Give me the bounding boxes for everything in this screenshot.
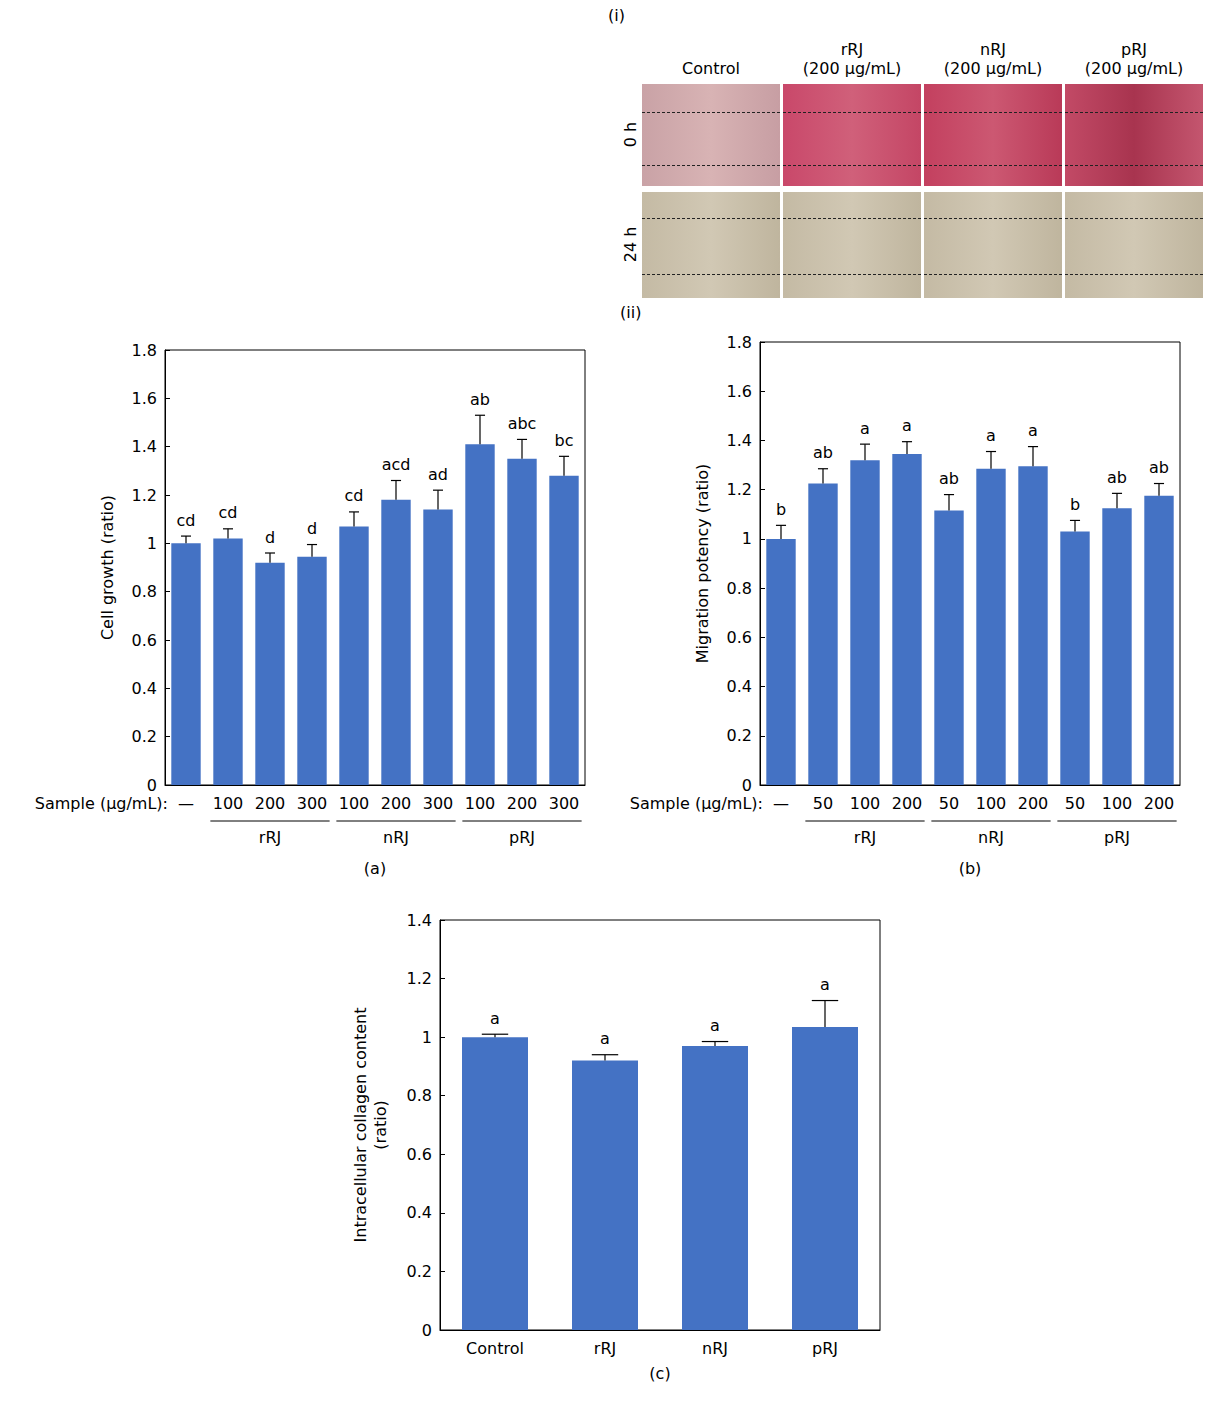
svg-text:(c): (c) [649, 1364, 670, 1383]
svg-text:bc: bc [555, 431, 574, 450]
svg-text:cd: cd [345, 486, 364, 505]
svg-text:pRJ: pRJ [509, 828, 535, 847]
svg-text:0.8: 0.8 [132, 582, 157, 601]
svg-text:50: 50 [939, 794, 959, 813]
svg-text:pRJ: pRJ [1104, 828, 1130, 847]
svg-text:0.2: 0.2 [132, 727, 157, 746]
svg-text:50: 50 [1065, 794, 1085, 813]
svg-text:a: a [600, 1029, 610, 1048]
svg-text:ab: ab [1107, 468, 1127, 487]
svg-text:(ii): (ii) [620, 303, 641, 322]
svg-text:a: a [902, 416, 912, 435]
svg-text:1: 1 [742, 529, 752, 548]
svg-text:b: b [1070, 495, 1080, 514]
svg-text:a: a [710, 1016, 720, 1035]
svg-text:a: a [860, 419, 870, 438]
svg-text:100: 100 [465, 794, 496, 813]
svg-text:a: a [1028, 421, 1038, 440]
svg-text:Cell growth (ratio): Cell growth (ratio) [98, 495, 117, 640]
svg-text:0.8: 0.8 [727, 579, 752, 598]
svg-text:100: 100 [850, 794, 881, 813]
svg-text:b: b [776, 500, 786, 519]
svg-text:100: 100 [976, 794, 1007, 813]
svg-text:Sample (μg/mL):: Sample (μg/mL): [630, 794, 763, 813]
svg-text:a: a [490, 1009, 500, 1028]
svg-text:300: 300 [423, 794, 454, 813]
svg-text:1.2: 1.2 [407, 969, 432, 988]
svg-text:0.4: 0.4 [132, 679, 157, 698]
html-text:rRJ (200 μg/mL): rRJ (200 μg/mL) [802, 40, 902, 78]
svg-text:300: 300 [549, 794, 580, 813]
svg-text:50: 50 [813, 794, 833, 813]
svg-text:0: 0 [422, 1321, 432, 1340]
svg-text:0.4: 0.4 [407, 1203, 432, 1222]
svg-text:—: — [773, 794, 789, 813]
svg-text:0.6: 0.6 [407, 1145, 432, 1164]
svg-text:200: 200 [892, 794, 923, 813]
svg-text:(ratio): (ratio) [371, 1100, 390, 1149]
svg-text:(b): (b) [959, 859, 982, 878]
svg-text:200: 200 [507, 794, 538, 813]
svg-text:0.4: 0.4 [727, 677, 752, 696]
svg-text:100: 100 [1102, 794, 1133, 813]
svg-text:d: d [307, 519, 317, 538]
html-text:0 h: 0 h [620, 121, 640, 148]
svg-text:a: a [986, 426, 996, 445]
svg-text:acd: acd [382, 455, 411, 474]
svg-text:rRJ: rRJ [854, 828, 876, 847]
html-text:(i): (i) [608, 6, 625, 25]
svg-text:nRJ: nRJ [383, 828, 409, 847]
svg-text:300: 300 [297, 794, 328, 813]
svg-text:0: 0 [742, 776, 752, 795]
html-text:pRJ (200 μg/mL): pRJ (200 μg/mL) [1084, 40, 1184, 78]
html-text:Control: Control [682, 59, 740, 78]
svg-text:1.4: 1.4 [407, 911, 432, 930]
svg-text:abc: abc [508, 414, 537, 433]
svg-text:100: 100 [213, 794, 244, 813]
svg-text:rRJ: rRJ [594, 1339, 616, 1358]
svg-text:1.2: 1.2 [727, 480, 752, 499]
svg-text:0.8: 0.8 [407, 1086, 432, 1105]
html-text:24 h: 24 h [620, 226, 640, 263]
svg-text:ab: ab [470, 390, 490, 409]
svg-text:1.2: 1.2 [132, 486, 157, 505]
svg-text:cd: cd [177, 511, 196, 530]
svg-text:rRJ: rRJ [259, 828, 281, 847]
svg-text:1.4: 1.4 [132, 437, 157, 456]
svg-text:pRJ: pRJ [812, 1339, 838, 1358]
svg-text:200: 200 [255, 794, 286, 813]
svg-text:nRJ: nRJ [978, 828, 1004, 847]
svg-text:1.8: 1.8 [132, 341, 157, 360]
svg-text:0: 0 [147, 776, 157, 795]
svg-text:0.6: 0.6 [727, 628, 752, 647]
svg-text:1: 1 [147, 534, 157, 553]
svg-text:1.8: 1.8 [727, 333, 752, 352]
svg-text:1.6: 1.6 [727, 382, 752, 401]
svg-text:cd: cd [219, 503, 238, 522]
svg-text:ad: ad [428, 465, 448, 484]
svg-text:(a): (a) [364, 859, 386, 878]
svg-text:nRJ: nRJ [702, 1339, 728, 1358]
svg-text:1.6: 1.6 [132, 389, 157, 408]
svg-text:200: 200 [1144, 794, 1175, 813]
svg-text:1: 1 [422, 1028, 432, 1047]
svg-text:100: 100 [339, 794, 370, 813]
svg-text:d: d [265, 528, 275, 547]
svg-text:200: 200 [1018, 794, 1049, 813]
svg-text:—: — [178, 794, 194, 813]
svg-text:0.2: 0.2 [727, 726, 752, 745]
svg-text:ab: ab [939, 469, 959, 488]
svg-text:ab: ab [1149, 458, 1169, 477]
svg-text:Sample (μg/mL):: Sample (μg/mL): [35, 794, 168, 813]
svg-text:0.2: 0.2 [407, 1262, 432, 1281]
svg-text:Migration potency (ratio): Migration potency (ratio) [693, 464, 712, 663]
svg-text:Intracellular collagen content: Intracellular collagen content [351, 1008, 370, 1243]
svg-text:1.4: 1.4 [727, 431, 752, 450]
svg-text:Control: Control [466, 1339, 524, 1358]
svg-text:0.6: 0.6 [132, 631, 157, 650]
html-text:nRJ (200 μg/mL): nRJ (200 μg/mL) [943, 40, 1043, 78]
svg-text:200: 200 [381, 794, 412, 813]
svg-text:ab: ab [813, 443, 833, 462]
svg-text:a: a [820, 975, 830, 994]
